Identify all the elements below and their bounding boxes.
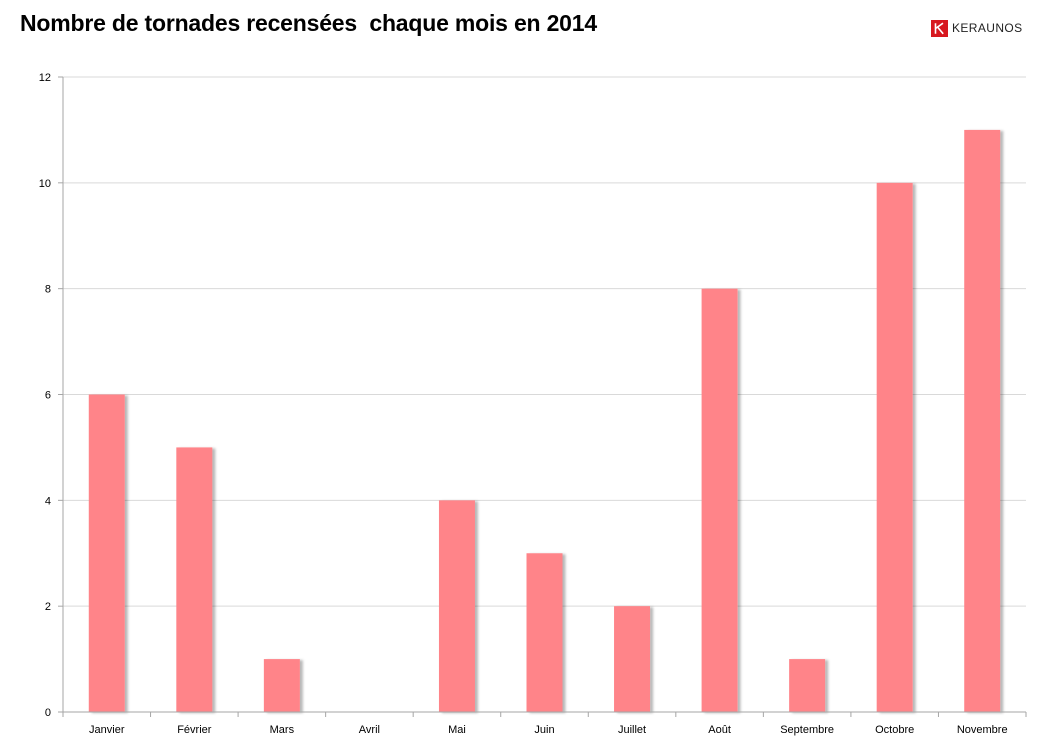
y-tick-label: 8 (45, 284, 51, 296)
tick-labels: 0 2 4 6 8 10 12 Janvier Février Mars Avril Mai Juin J… (39, 72, 1008, 736)
y-tick-label: 10 (39, 178, 51, 190)
y-tick-label: 12 (39, 72, 51, 84)
x-tick-label: Août (708, 724, 731, 736)
k-mark-icon (934, 22, 944, 34)
bar-novembre (964, 129, 1001, 712)
keraunos-logo-text: KERAUNOS (952, 21, 1023, 35)
keraunos-logo: KERAUNOS (931, 18, 1023, 38)
bar-janvier (88, 394, 125, 712)
bar-juillet (614, 606, 651, 712)
x-tick-label: Novembre (957, 724, 1008, 736)
bar-juin (526, 553, 563, 712)
x-tick-label: Juin (534, 724, 554, 736)
bar-février (176, 447, 213, 712)
x-tick-label: Mars (270, 724, 295, 736)
bars (88, 129, 1001, 713)
y-tick-label: 6 (45, 390, 51, 402)
y-tick-label: 2 (45, 601, 51, 613)
bar-mai (438, 500, 475, 712)
chart-title: Nombre de tornades recensées chaque mois… (20, 10, 597, 36)
bar-octobre (876, 182, 913, 713)
bar-septembre (789, 659, 826, 712)
bar-mars (263, 659, 300, 712)
axes (58, 76, 1027, 717)
bar-août (701, 288, 738, 712)
x-tick-label: Juillet (618, 724, 646, 736)
x-tick-label: Avril (359, 724, 380, 736)
x-tick-label: Janvier (89, 724, 125, 736)
y-tick-label: 0 (45, 707, 51, 719)
x-tick-label: Février (177, 724, 212, 736)
x-tick-label: Octobre (875, 724, 914, 736)
keraunos-logo-icon (931, 19, 948, 37)
x-tick-label: Mai (448, 724, 466, 736)
x-tick-label: Septembre (780, 724, 834, 736)
y-tick-label: 4 (45, 495, 51, 507)
